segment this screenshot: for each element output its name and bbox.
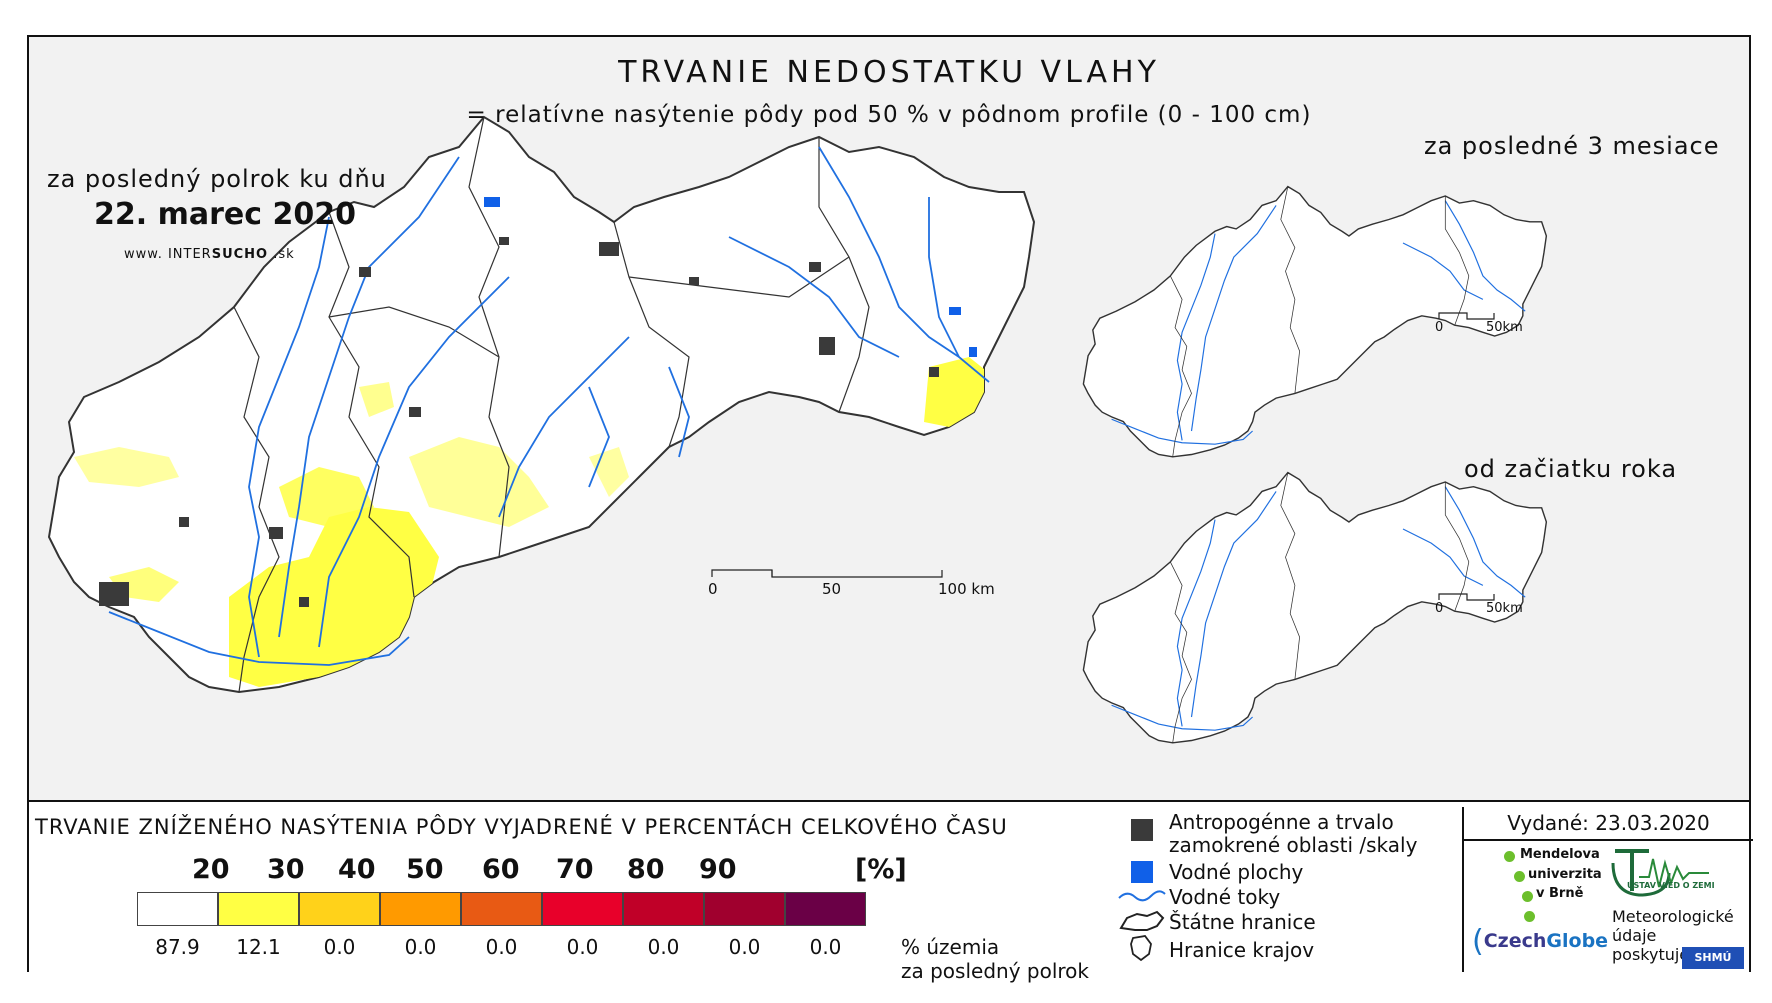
legend-swatch	[137, 892, 218, 926]
main-scale-100: 100 km	[938, 580, 995, 598]
legend-unit: [%]	[855, 854, 907, 885]
legend-swatch	[299, 892, 380, 926]
legend-share-value: 0.0	[809, 935, 842, 959]
drought-areas	[74, 357, 994, 687]
threshold-60: 60	[482, 854, 520, 885]
threshold-90: 90	[699, 854, 737, 885]
legend-swatch	[461, 892, 542, 926]
legend-region-border: Hranice krajov	[1169, 938, 1315, 962]
share-note-line2: za posledný polrok	[901, 959, 1089, 983]
state-border-symbol	[1117, 908, 1167, 938]
threshold-20: 20	[192, 854, 230, 885]
legend-swatch	[623, 892, 704, 926]
website-prefix: www. INTER	[124, 247, 212, 262]
shmu-logo: SHMÚ	[1682, 947, 1744, 969]
legend-share-value: 87.9	[155, 935, 200, 959]
inset-ytd-scale-50: 50km	[1486, 601, 1523, 616]
inset-ytd-scale-0: 0	[1435, 601, 1444, 616]
main-map	[48, 116, 1035, 693]
uvz-text: ÚSTAV VIED O ZEMI	[1627, 881, 1715, 890]
legend-share-value: 0.0	[323, 935, 356, 959]
map-canvas	[48, 116, 1548, 744]
water-bodies	[484, 197, 977, 357]
legend-share-value: 0.0	[566, 935, 599, 959]
legend-share-value: 0.0	[404, 935, 437, 959]
mendel-line2: univerzita	[1528, 867, 1602, 882]
main-scale-bar	[711, 569, 943, 578]
region-borders	[233, 116, 870, 693]
legend-swatch	[218, 892, 299, 926]
threshold-80: 80	[627, 854, 665, 885]
legend-water-bodies: Vodné plochy	[1169, 860, 1304, 884]
water-body-symbol	[1130, 860, 1154, 888]
map-subtitle: = relatívne nasýtenie pôdy pod 50 % v pô…	[466, 102, 1312, 128]
threshold-30: 30	[267, 854, 305, 885]
czechglobe-arc-icon: (	[1472, 924, 1484, 959]
inset-3m-scale-0: 0	[1435, 320, 1444, 335]
czechglobe-text-b: Globe	[1546, 930, 1609, 952]
river-symbol	[1117, 886, 1167, 910]
inset-3m-scale-50: 50km	[1486, 320, 1523, 335]
legend-share-value: 12.1	[236, 935, 281, 959]
meteo-line1: Meteorologické	[1612, 907, 1734, 926]
legend-swatch	[542, 892, 623, 926]
legend-panel: TRVANIE ZNÍŽENÉHO NASÝTENIA PÔDY VYJADRE…	[29, 800, 1753, 983]
inset-3m-scale-bar	[1438, 312, 1495, 320]
mendel-dot-icon	[1522, 891, 1533, 902]
mendel-line1: Mendelova	[1520, 847, 1600, 862]
meteo-line2: údaje	[1612, 926, 1657, 945]
inset-ytd-label: od začiatku roka	[1464, 455, 1678, 483]
main-scale-50: 50	[822, 580, 842, 598]
map-area: TRVANIE NEDOSTATKU VLAHY = relatívne nas…	[29, 37, 1749, 800]
partner-logos: Mendelova univerzita v Brně (CzechGlobe …	[1462, 839, 1753, 972]
legend-water-streams: Vodné toky	[1169, 885, 1281, 909]
threshold-50: 50	[406, 854, 444, 885]
inset-map-3m	[1082, 185, 1548, 458]
legend-swatch	[380, 892, 461, 926]
legend-anthropogenic-line1: Antropogénne a trvalo	[1169, 810, 1394, 834]
mendel-dot-icon	[1524, 911, 1535, 922]
urban-areas	[99, 237, 939, 607]
inset-3m-label: za posledné 3 mesiace	[1424, 132, 1720, 160]
mendel-line3: v Brně	[1536, 886, 1584, 901]
threshold-70: 70	[556, 854, 594, 885]
mendel-dot-icon	[1514, 871, 1525, 882]
main-date-label: 22. marec 2020	[94, 197, 356, 232]
threshold-40: 40	[338, 854, 376, 885]
share-note-line1: % územia	[901, 935, 1000, 959]
map-frame: TRVANIE NEDOSTATKU VLAHY = relatívne nas…	[27, 35, 1753, 983]
inset-map-ytd	[1082, 471, 1548, 744]
legend-swatch	[785, 892, 866, 926]
region-border-symbol	[1127, 932, 1157, 968]
map-title: TRVANIE NEDOSTATKU VLAHY	[618, 55, 1160, 90]
legend-anthropogenic-line2: zamokrené oblasti /skaly	[1169, 833, 1418, 857]
legend-share-value: 0.0	[485, 935, 518, 959]
issued-date: Vydané: 23.03.2020	[1462, 807, 1753, 841]
czechglobe-text-a: Czech	[1483, 930, 1547, 952]
website-label: www. INTERSUCHO .sk	[124, 247, 295, 262]
legend-share-value: 0.0	[647, 935, 680, 959]
main-period-label: za posledný polrok ku dňu	[47, 165, 387, 193]
website-suffix: .sk	[268, 247, 295, 262]
legend-state-border: Štátne hranice	[1169, 910, 1316, 934]
meteo-line3: poskytuje:	[1612, 945, 1695, 964]
website-brand: SUCHO	[211, 247, 269, 262]
rivers	[108, 146, 990, 666]
main-scale-0: 0	[708, 580, 718, 598]
urban-symbol	[1130, 818, 1154, 846]
mendel-dot-icon	[1504, 851, 1515, 862]
meteo-credit: Meteorologické údaje poskytuje:	[1612, 907, 1734, 964]
uvz-logo: ÚSTAV VIED O ZEMI	[1609, 843, 1719, 905]
legend-title: TRVANIE ZNÍŽENÉHO NASÝTENIA PÔDY VYJADRE…	[35, 815, 1008, 839]
inset-ytd-scale-bar	[1438, 593, 1495, 601]
legend-share-value: 0.0	[728, 935, 761, 959]
legend-swatch	[704, 892, 785, 926]
czechglobe-logo: (CzechGlobe	[1472, 924, 1608, 959]
